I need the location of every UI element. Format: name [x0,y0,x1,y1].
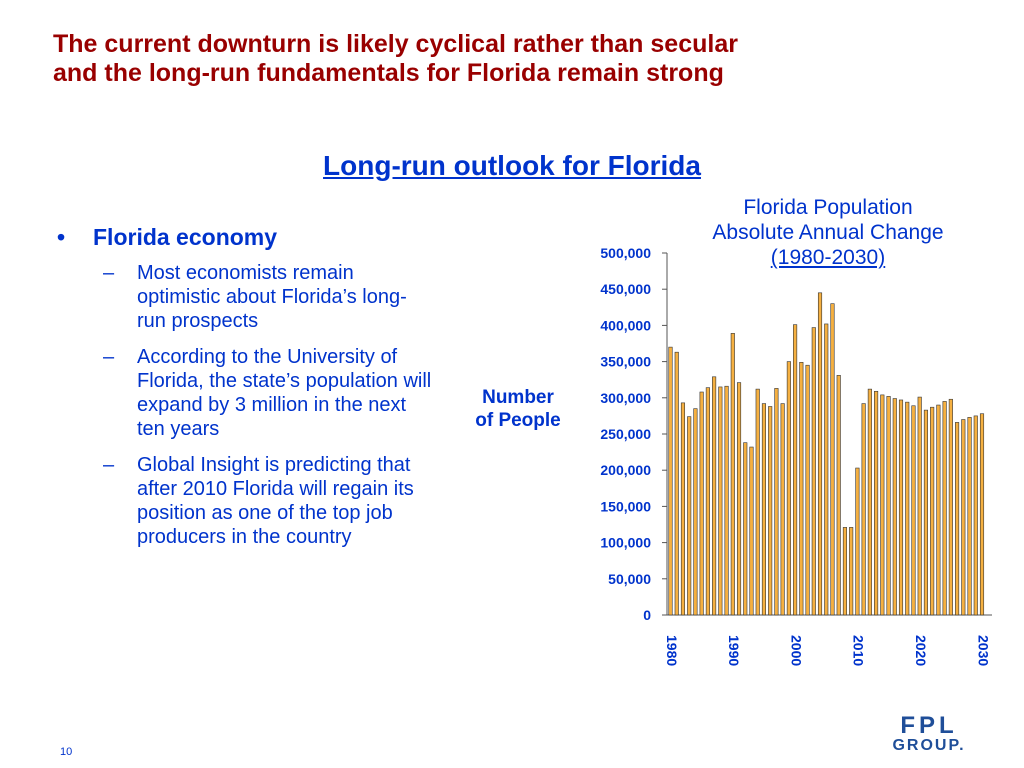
sub-bullet-text: According to the University of Florida, … [137,346,432,440]
bar-1988 [718,386,723,616]
y-axis-label: Number of People [462,386,574,432]
y-tick-label: 100,000 [600,535,651,551]
y-tick-label: 450,000 [600,281,651,297]
y-tick-label: 50,000 [608,571,651,587]
bar-2003 [811,327,816,616]
bar-2029 [973,415,978,616]
bar-1993 [749,446,754,616]
bar-2030 [979,413,985,616]
bar-2027 [961,419,966,616]
population-bar-chart: 0 50,000 100,000 150,000 200,000 250,000 300,0… [600,245,992,666]
bar-2022 [930,406,935,616]
bar-2011 [861,403,866,616]
y-axis-label-line-1: Number [482,387,554,408]
bar-2021 [923,409,928,616]
y-tick-label: 200,000 [600,462,651,478]
bar-2000 [793,324,798,616]
bar-1990 [730,333,735,616]
main-bullet: • Florida economy [55,225,435,249]
y-tick-label: 400,000 [600,317,651,333]
bar-1985 [699,391,704,616]
page-number: 10 [60,746,73,758]
x-tick-label: 2020 [913,635,929,666]
sub-bullet: – Most economists remain optimistic abou… [55,261,435,333]
bar-2005 [824,323,829,616]
x-tick-label: 2030 [975,635,991,666]
y-tick-label: 150,000 [600,498,651,514]
bar-1987 [712,376,717,616]
dash-icon: – [103,454,115,476]
bar-1984 [693,408,698,616]
bar-1982 [680,402,686,616]
bar-2028 [967,417,972,616]
chart-title-line-3: (1980-2030) [770,246,886,269]
bar-2019 [911,405,916,616]
x-tick-label: 2010 [851,635,867,666]
bar-2002 [805,364,810,616]
chart-title: Florida Population Absolute Annual Chang… [670,195,986,270]
bar-2024 [942,401,947,616]
bar-2001 [799,362,804,616]
bar-1981 [674,351,679,616]
bar-1994 [755,388,760,616]
bar-1995 [761,403,766,616]
chart-title-line-2: Absolute Annual Change [712,221,944,244]
bar-1991 [736,382,742,616]
sub-bullet: – According to the University of Florida… [55,345,435,441]
sub-bullet-text: Most economists remain optimistic about … [137,262,407,332]
bullet-dot-icon: • [57,224,66,250]
bar-2009 [849,527,854,616]
bar-2025 [948,398,953,616]
bar-1989 [724,385,729,616]
logo-line-1: FPL [900,712,958,739]
bar-2016 [892,398,897,616]
bar-1992 [743,442,748,616]
bar-2006 [830,303,835,616]
headline-line-2: and the long-run fundamentals for Florid… [53,59,724,87]
dash-icon: – [103,346,115,368]
y-tick-label: 0 [643,607,651,623]
sub-bullet: – Global Insight is predicting that afte… [55,453,435,549]
bar-2015 [886,396,891,616]
bar-2010 [855,467,860,616]
bar-2020 [917,396,922,616]
bar-2023 [936,404,941,616]
bar-1998 [780,403,785,616]
bar-2013 [874,390,879,616]
bar-2017 [898,399,904,616]
bullet-list: • Florida economy – Most economists rema… [55,225,435,561]
logo-line-2: GROUP. [892,737,966,754]
slide-headline: The current downturn is likely cyclical … [53,30,953,88]
bar-1983 [687,416,692,616]
bar-1997 [774,388,779,616]
bar-2012 [867,388,872,616]
y-tick-label: 500,000 [600,245,651,261]
chart-title-line-1: Florida Population [743,196,913,219]
fpl-group-logo: FPL GROUP. [876,712,982,756]
dash-icon: – [103,262,115,284]
y-axis-label-line-2: of People [475,410,561,431]
x-tick-label: 1980 [664,635,680,666]
bar-1980 [668,346,673,616]
y-tick-label: 350,000 [600,354,651,370]
main-bullet-text: Florida economy [93,224,278,250]
bar-1999 [786,361,791,616]
bar-1996 [768,406,773,616]
y-tick-label: 250,000 [600,426,651,442]
x-tick-label: 1990 [726,635,742,666]
section-title: Long-run outlook for Florida [323,150,701,181]
bar-2018 [905,401,910,616]
bar-2008 [842,527,847,616]
bar-2004 [817,292,823,616]
bar-1986 [705,387,710,616]
bar-2007 [836,375,841,616]
y-tick-label: 300,000 [600,390,651,406]
bar-2014 [880,394,885,616]
sub-bullet-text: Global Insight is predicting that after … [137,454,414,548]
headline-line-1: The current downturn is likely cyclical … [53,30,738,58]
x-tick-label: 2000 [788,635,804,666]
bar-2026 [955,422,960,616]
